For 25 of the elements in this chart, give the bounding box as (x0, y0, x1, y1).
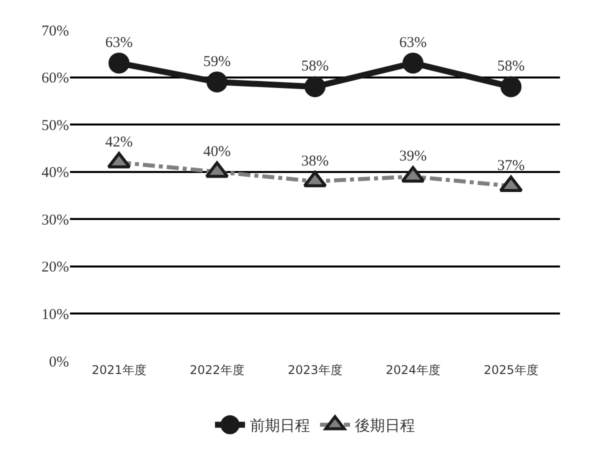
legend-label: 後期日程 (355, 416, 415, 435)
y-tick-label: 0% (49, 354, 69, 370)
y-tick-label: 60% (42, 70, 69, 87)
data-label: 40% (203, 144, 231, 160)
data-label: 58% (301, 58, 329, 75)
y-tick-label: 70% (42, 23, 69, 40)
data-label: 42% (105, 134, 133, 150)
y-tick-label: 50% (42, 118, 69, 134)
x-tick-label: 2021年度 (92, 363, 146, 377)
data-label: 63% (399, 35, 427, 52)
y-tick-label: 20% (42, 260, 69, 276)
x-tick-label: 2023年度 (288, 363, 342, 377)
data-label: 39% (399, 148, 427, 165)
legend-label: 前期日程 (250, 416, 310, 435)
data-label: 63% (105, 35, 133, 52)
data-label: 37% (497, 158, 525, 174)
y-tick-label: 40% (42, 165, 69, 182)
y-tick-label: 30% (42, 212, 69, 228)
x-tick-label: 2022年度 (190, 363, 244, 377)
x-tick-label: 2025年度 (484, 363, 538, 377)
data-label: 58% (497, 58, 525, 75)
y-tick-label: 10% (42, 306, 69, 323)
data-label: 38% (301, 153, 329, 170)
x-tick-label: 2024年度 (386, 363, 440, 377)
data-label: 59% (203, 54, 231, 70)
